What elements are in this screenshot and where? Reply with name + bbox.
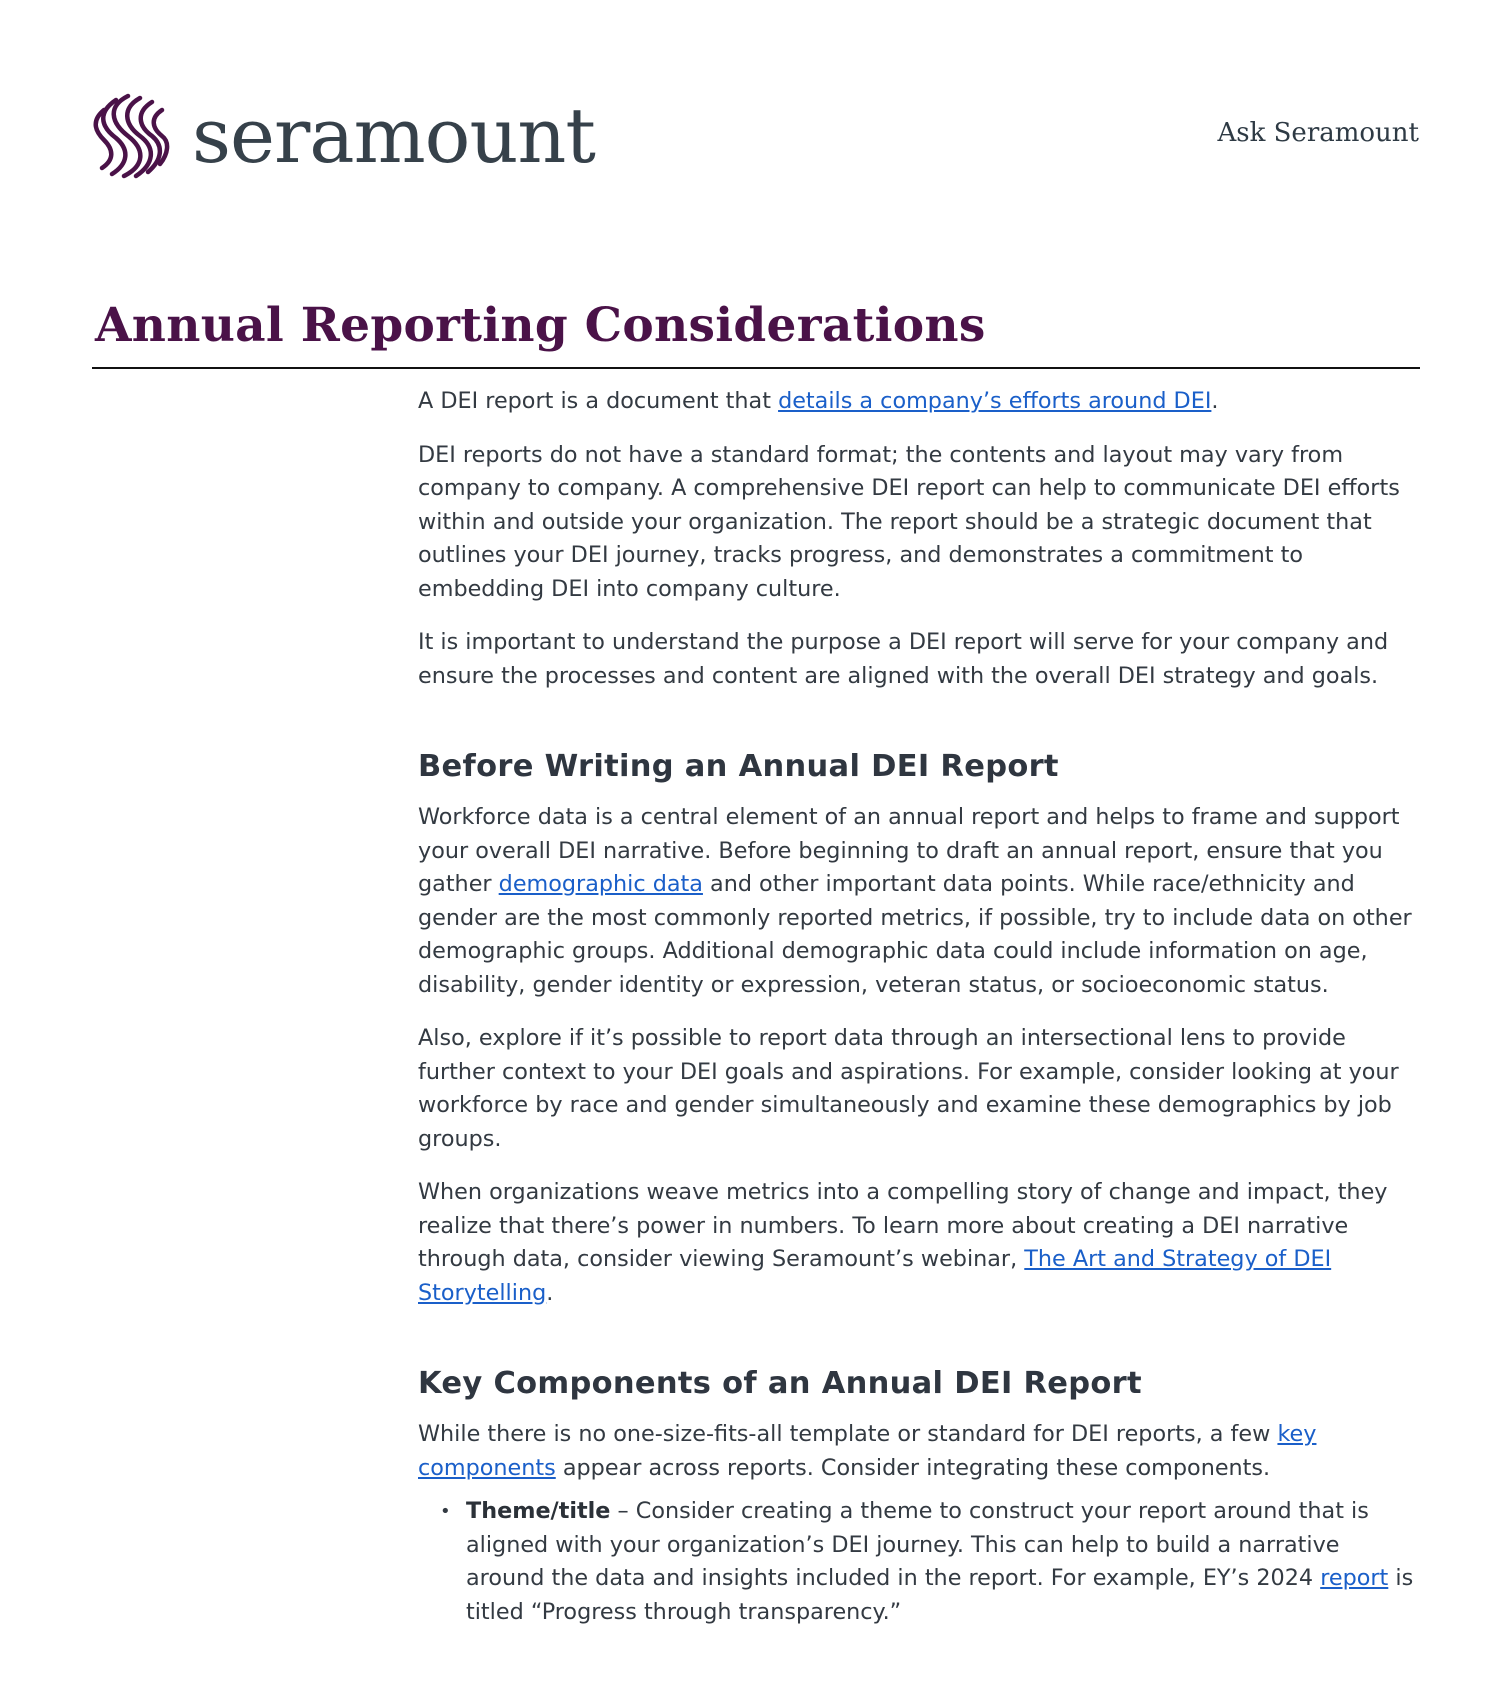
text: While there is no one-size-fits-all temp… <box>418 1421 1278 1447</box>
section1-paragraph-1: Workforce data is a central element of a… <box>418 801 1423 1002</box>
title-divider <box>92 367 1420 369</box>
text: When organizations weave metrics into a … <box>418 1179 1388 1272</box>
dei-efforts-link[interactable]: details a company’s efforts around DEI <box>778 388 1212 414</box>
text: A DEI report is a document that <box>418 388 779 414</box>
text: Workforce data is a central element of a… <box>418 804 1400 897</box>
section-heading-key-components: Key Components of an Annual DEI Report <box>418 1366 1142 1401</box>
text: is titled “Progress through transparency… <box>466 1565 1414 1625</box>
text: – Consider creating a theme to construct… <box>466 1498 1369 1591</box>
section1-paragraph-2: Also, explore if it’s possible to report… <box>418 1025 1399 1152</box>
article-body: A DEI report is a document that details … <box>418 385 1423 1629</box>
logo-wordmark: seramount <box>192 91 596 180</box>
ask-seramount-link[interactable]: Ask Seramount <box>1217 118 1419 148</box>
list-item: Theme/title – Consider creating a theme … <box>440 1495 1423 1629</box>
section-heading-before-writing: Before Writing an Annual DEI Report <box>418 749 1059 784</box>
intro-paragraph-1: A DEI report is a document that details … <box>418 385 1423 419</box>
seramount-swirl-icon <box>93 93 170 179</box>
text: . <box>1211 388 1219 414</box>
key-components-link[interactable]: key components <box>418 1421 1317 1481</box>
text: and other important data points. While r… <box>418 871 1412 998</box>
components-list: Theme/title – Consider creating a theme … <box>418 1495 1423 1629</box>
storytelling-webinar-link[interactable]: The Art and Strategy of DEI Storytelling <box>418 1246 1332 1306</box>
demographic-data-link[interactable]: demographic data <box>498 871 703 897</box>
text: appear across reports. Consider integrat… <box>555 1454 1271 1481</box>
text: . <box>546 1279 554 1306</box>
section1-paragraph-3: When organizations weave metrics into a … <box>418 1176 1423 1310</box>
ey-report-link[interactable]: report <box>1320 1565 1389 1591</box>
page-title: Annual Reporting Considerations <box>95 298 986 353</box>
intro-paragraph-2: DEI reports do not have a standard forma… <box>418 441 1400 602</box>
list-item-term: Theme/title <box>466 1498 611 1524</box>
intro-paragraph-3: It is important to understand the purpos… <box>418 629 1389 689</box>
section2-paragraph-1: While there is no one-size-fits-all temp… <box>418 1418 1423 1485</box>
seramount-logo[interactable]: seramount <box>88 91 596 180</box>
